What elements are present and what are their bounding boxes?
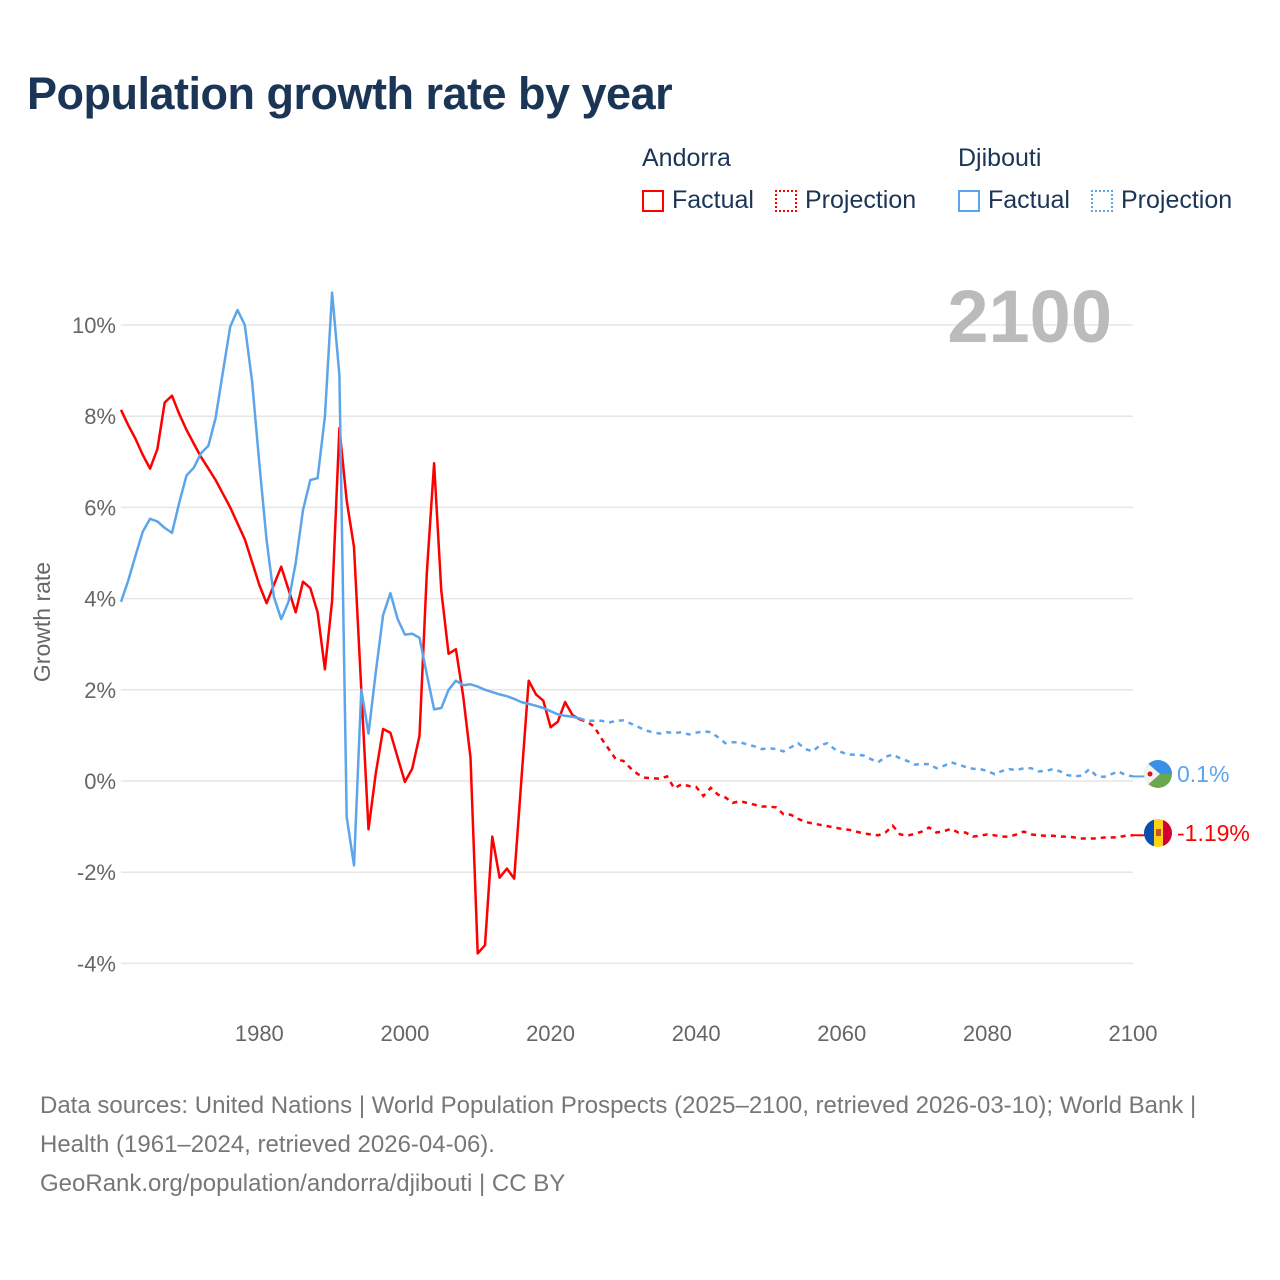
footer: Data sources: United Nations | World Pop… bbox=[40, 1086, 1240, 1203]
legend-andorra-factual[interactable]: Factual bbox=[642, 186, 754, 215]
x-tick-label: 2060 bbox=[817, 1021, 866, 1046]
y-tick-label: 4% bbox=[84, 587, 116, 612]
legend-group-andorra: Andorra bbox=[642, 144, 731, 172]
y-tick-label: 0% bbox=[84, 769, 116, 794]
x-tick-label: 2040 bbox=[672, 1021, 721, 1046]
legend-label: Projection bbox=[805, 186, 917, 214]
djibouti-end-label: 0.1% bbox=[1177, 761, 1229, 787]
andorra-factual-line bbox=[119, 394, 581, 955]
y-tick-label: 6% bbox=[84, 495, 116, 520]
x-tick-label: 2020 bbox=[526, 1021, 575, 1046]
legend-andorra-projection[interactable]: Projection bbox=[775, 186, 916, 215]
legend-swatch-solid bbox=[642, 189, 664, 212]
y-tick-label: 8% bbox=[84, 404, 116, 429]
legend-swatch-dotted bbox=[775, 189, 797, 212]
x-tick-label: 2080 bbox=[963, 1021, 1012, 1046]
x-tick-label: 2000 bbox=[380, 1021, 429, 1046]
andorra-projection-line bbox=[579, 718, 1134, 840]
chart-title: Population growth rate by year bbox=[27, 68, 673, 119]
andorra-flag-icon bbox=[1144, 819, 1172, 847]
legend-label: Factual bbox=[672, 186, 754, 214]
legend-swatch-solid bbox=[958, 189, 980, 212]
djibouti-flag-icon bbox=[1144, 760, 1172, 788]
data-sources: Data sources: United Nations | World Pop… bbox=[40, 1092, 1197, 1158]
x-tick-label: 1980 bbox=[235, 1021, 284, 1046]
current-year-label: 2100 bbox=[947, 275, 1112, 358]
y-tick-label: 10% bbox=[72, 313, 116, 338]
legend-label: Projection bbox=[1121, 186, 1233, 214]
andorra-end-label: -1.19% bbox=[1177, 820, 1250, 846]
legend-swatch-dotted bbox=[1091, 189, 1113, 212]
legend-group-djibouti: Djibouti bbox=[958, 144, 1042, 172]
djibouti-factual-line bbox=[119, 291, 580, 867]
y-tick-label: -4% bbox=[77, 951, 116, 976]
credit-link[interactable]: GeoRank.org/population/andorra/djibouti … bbox=[40, 1170, 566, 1197]
legend-label: Factual bbox=[988, 186, 1070, 214]
djibouti-projection-line bbox=[579, 717, 1134, 779]
legend-djibouti-projection[interactable]: Projection bbox=[1091, 186, 1232, 215]
y-tick-label: -2% bbox=[77, 860, 116, 885]
x-tick-label: 2100 bbox=[1109, 1021, 1158, 1046]
y-tick-label: 2% bbox=[84, 678, 116, 703]
y-axis-title: Growth rate bbox=[29, 562, 55, 682]
legend-djibouti-factual[interactable]: Factual bbox=[958, 186, 1070, 215]
